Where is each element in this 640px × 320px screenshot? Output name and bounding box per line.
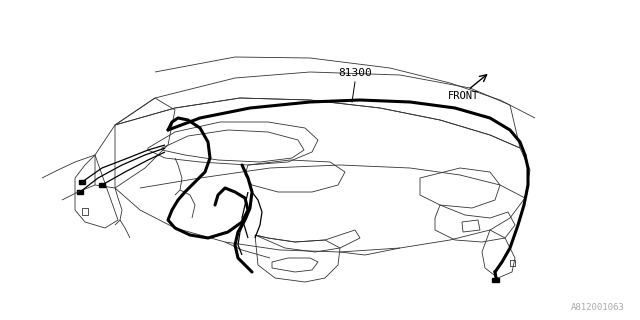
Bar — [492, 278, 499, 282]
Bar — [77, 190, 83, 194]
Bar — [79, 180, 85, 184]
Text: A812001063: A812001063 — [572, 303, 625, 312]
Bar — [99, 183, 105, 187]
Text: 81300: 81300 — [338, 68, 372, 78]
Text: FRONT: FRONT — [448, 91, 479, 101]
